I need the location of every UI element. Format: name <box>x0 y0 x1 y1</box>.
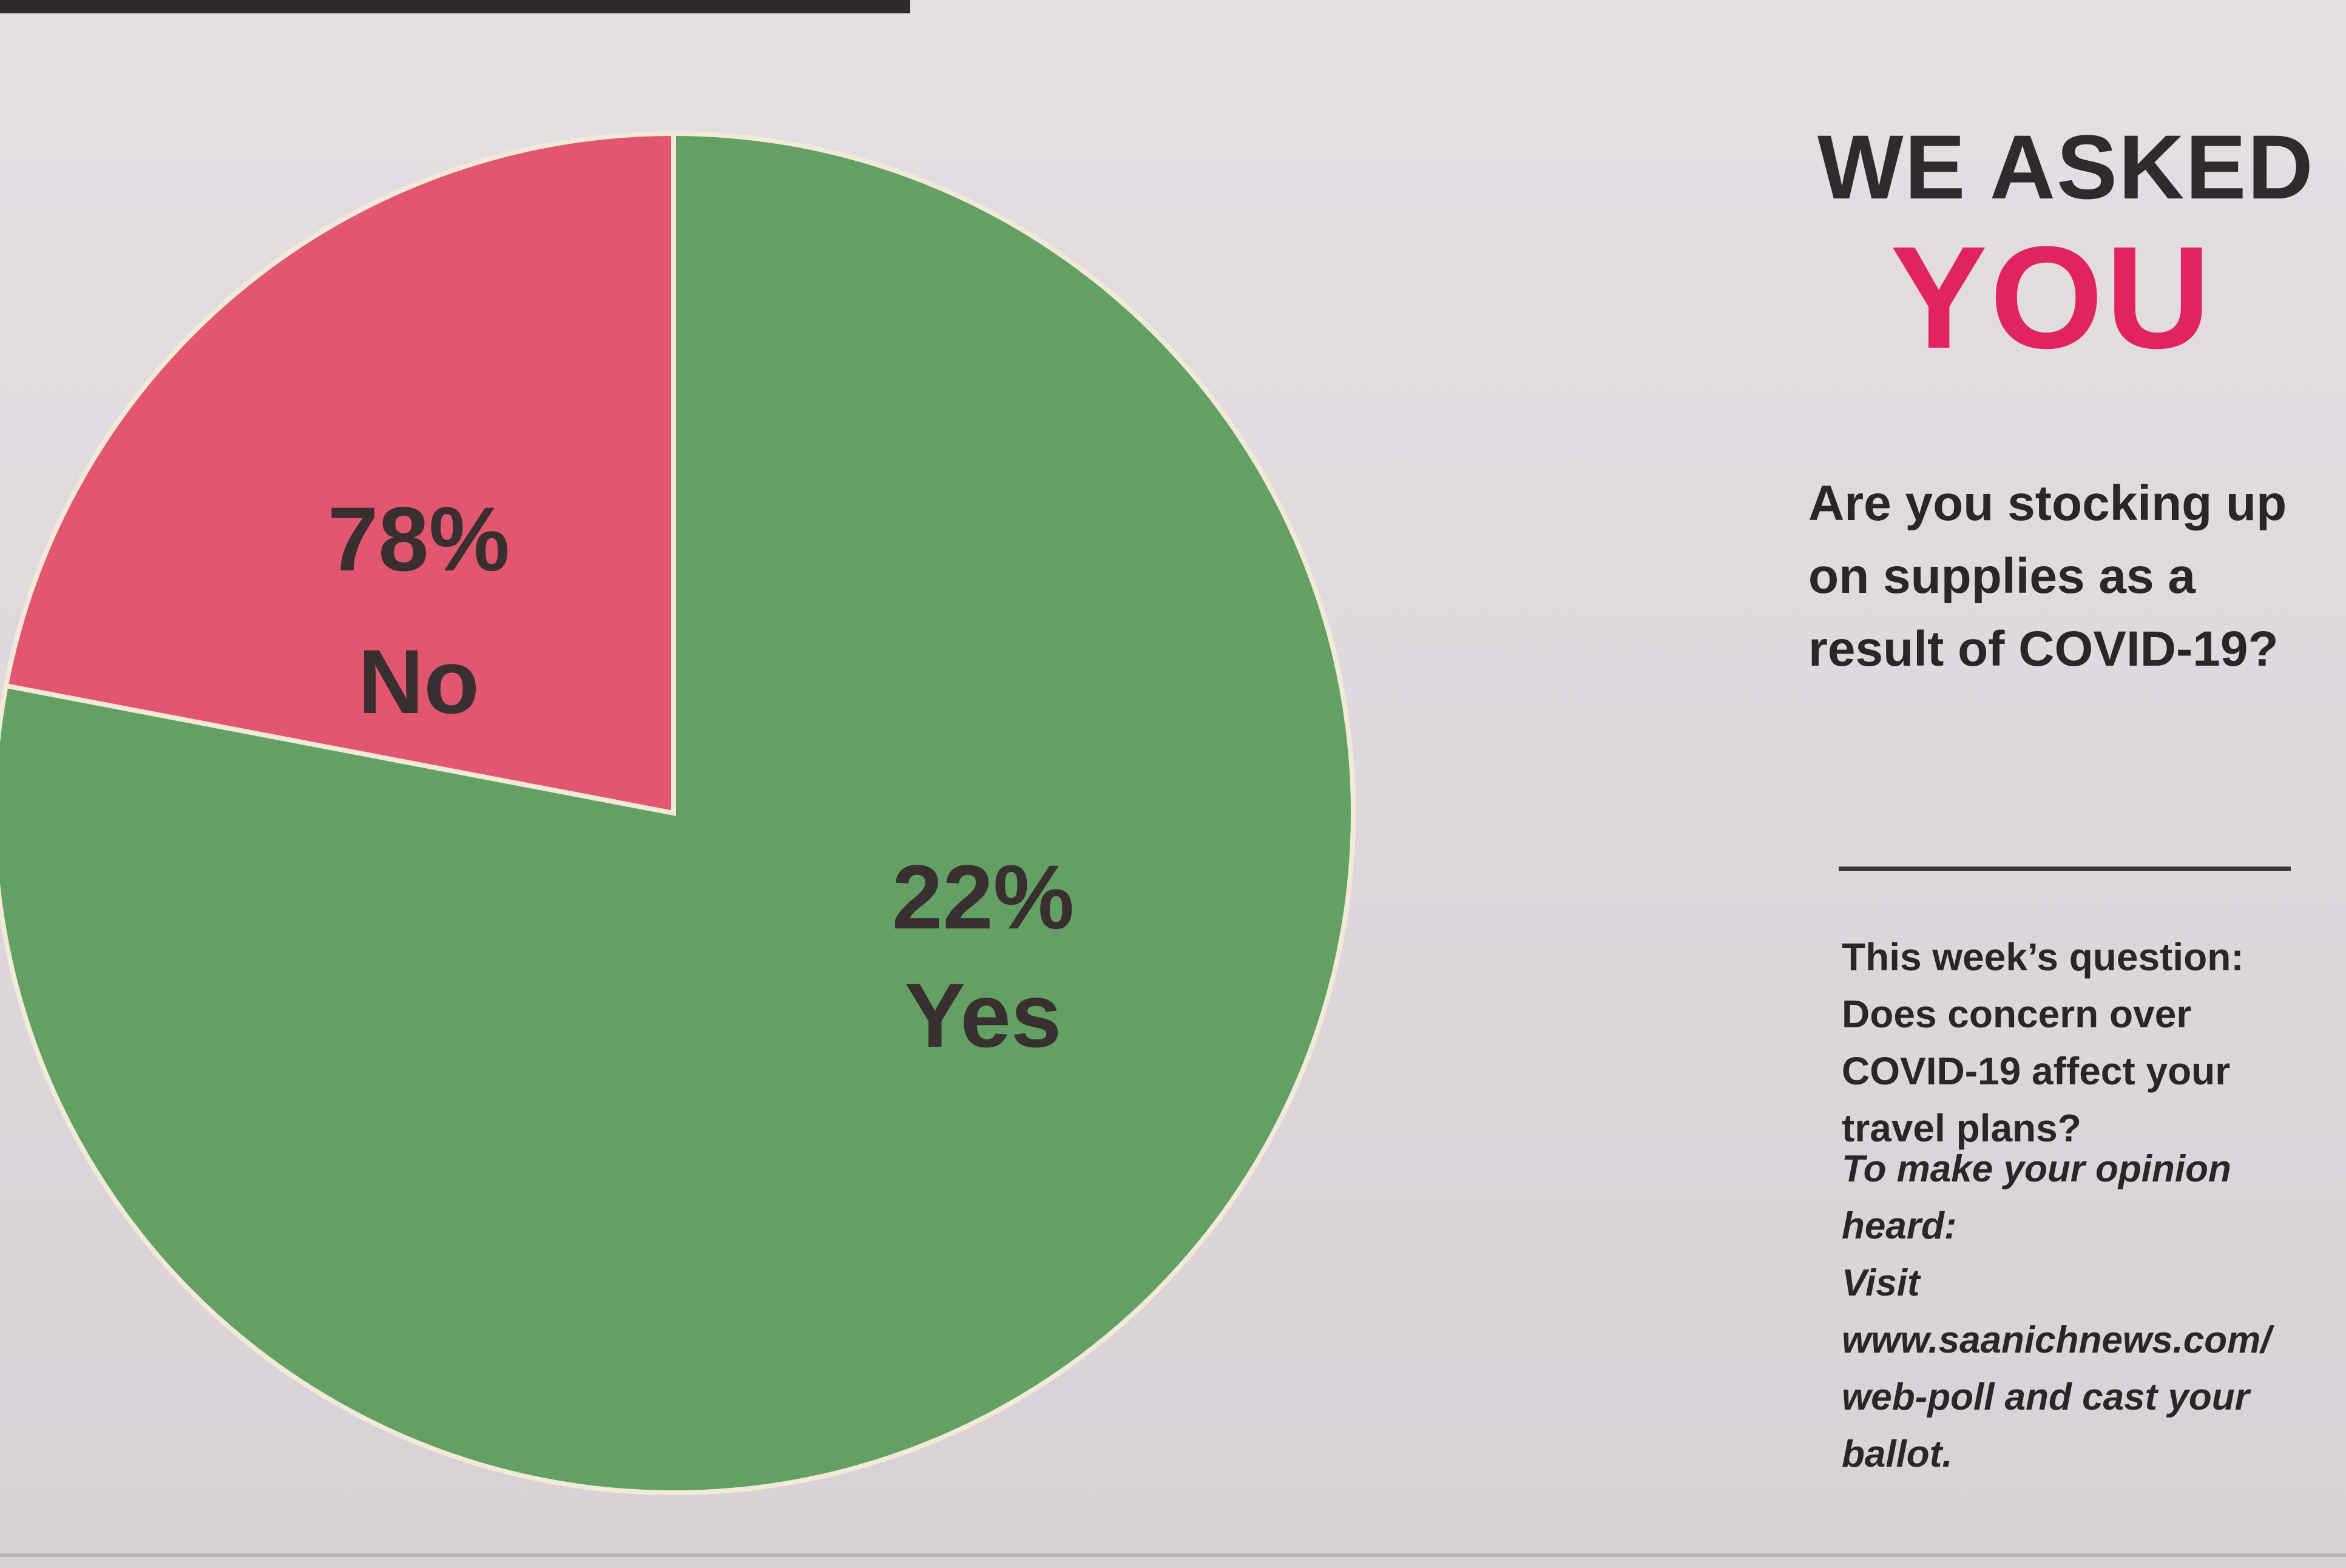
slice-label-yes: Yes <box>905 964 1062 1066</box>
vote-instructions-heading: To make your opinion heard: <box>1842 1148 2231 1247</box>
pie-slice-yes <box>0 130 1356 1495</box>
pie-slice-no <box>3 130 676 816</box>
poll-question: Are you stocking up on supplies as a res… <box>1808 476 2287 677</box>
poll-sidebar: WE ASKED YOU Are you stocking up on supp… <box>1808 115 2314 686</box>
slice-label-no-percent: 78% <box>328 488 510 590</box>
vote-instructions: To make your opinion heard: Visit www.sa… <box>1842 1141 2327 1483</box>
bottom-rule <box>0 1553 2346 1557</box>
headline-we-asked: WE ASKED <box>1817 116 2314 218</box>
next-question-block: This week’s question: Does concern over … <box>1842 928 2315 1157</box>
slice-label-yes-percent: 22% <box>892 846 1074 948</box>
top-rule <box>0 0 910 13</box>
next-question-text: Does concern over COVID-19 affect your t… <box>1842 992 2231 1150</box>
section-divider <box>1839 867 2291 871</box>
vote-instructions-text: Visit www.saanichnews.com/ web-poll and … <box>1842 1262 2271 1475</box>
slice-label-no: No <box>358 630 479 732</box>
headline-you: YOU <box>1890 216 2214 379</box>
pie-slices <box>0 130 1356 1495</box>
next-question-heading: This week’s question: <box>1842 935 2244 979</box>
